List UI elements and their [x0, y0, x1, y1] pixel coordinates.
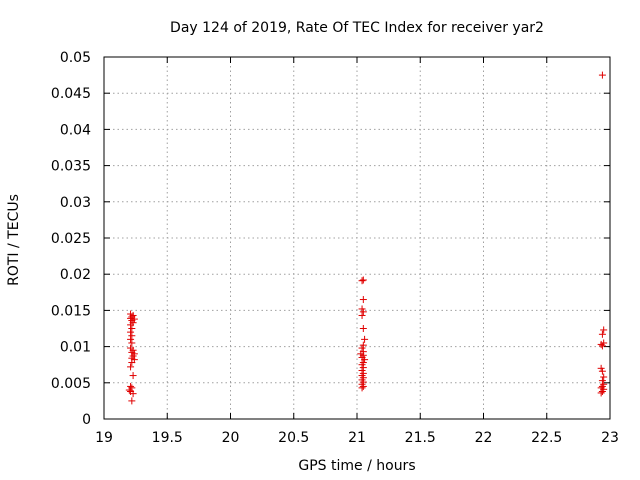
data-point	[359, 341, 367, 349]
x-tick-label: 20	[222, 430, 240, 446]
y-tick-label: 0.01	[60, 340, 91, 356]
data-point	[358, 384, 366, 392]
x-tick-label: 19.5	[152, 430, 183, 446]
data-point	[127, 328, 135, 336]
data-point	[128, 325, 136, 332]
data-point	[358, 277, 366, 285]
x-tick-label: 23	[601, 430, 619, 446]
data-points	[125, 71, 608, 405]
data-point	[597, 389, 605, 397]
x-tick-label: 21	[348, 430, 366, 446]
x-axis-label: GPS time / hours	[298, 458, 415, 474]
grid-lines	[104, 57, 610, 419]
data-point	[127, 363, 135, 371]
data-point	[359, 325, 367, 332]
y-axis-label: ROTI / TECUs	[6, 194, 22, 286]
data-point	[127, 321, 135, 329]
data-point	[361, 335, 369, 343]
y-tick-label: 0.005	[51, 376, 91, 392]
data-point	[598, 387, 606, 395]
data-point	[358, 311, 366, 319]
y-tick-labels: 0 0.005 0.01 0.015 0.02 0.025 0.03 0.035 0.04 0.0…	[51, 50, 91, 428]
x-tick-label: 22.5	[531, 430, 562, 446]
y-tick-label: 0.025	[51, 231, 91, 247]
data-point	[597, 364, 605, 372]
data-point	[598, 342, 606, 350]
data-point	[359, 308, 367, 316]
data-point	[127, 335, 135, 343]
data-point	[358, 305, 366, 313]
data-point	[597, 340, 605, 348]
y-tick-label: 0.015	[51, 303, 91, 319]
data-point	[361, 356, 369, 364]
y-tick-label: 0.04	[60, 122, 91, 138]
x-tick-label: 21.5	[405, 430, 436, 446]
x-tick-label: 19	[95, 430, 113, 446]
data-point	[600, 326, 608, 334]
x-tick-label: 20.5	[278, 430, 309, 446]
y-tick-label: 0.045	[51, 86, 91, 102]
y-tick-label: 0.03	[60, 195, 91, 211]
x-tick-labels: 19 19.5 20 20.5 21 21.5 22 22.5 23	[95, 430, 619, 446]
data-point	[598, 71, 606, 79]
data-point	[600, 373, 608, 381]
data-point	[128, 339, 136, 347]
data-point	[359, 276, 367, 284]
y-tick-label: 0.05	[60, 50, 91, 66]
data-point	[128, 397, 136, 405]
plot-frame	[103, 56, 611, 420]
y-tick-label: 0.02	[60, 267, 91, 283]
data-point	[129, 372, 137, 380]
y-tick-label: 0.035	[51, 159, 91, 175]
x-tick-label: 22	[475, 430, 493, 446]
chart-title: Day 124 of 2019, Rate Of TEC Index for r…	[170, 20, 544, 36]
data-point	[129, 390, 137, 398]
y-tick-label: 0	[82, 412, 91, 428]
data-point	[128, 359, 136, 367]
data-point	[598, 330, 606, 338]
data-point	[359, 382, 367, 390]
data-point	[359, 296, 367, 304]
data-point	[128, 332, 136, 340]
data-point	[358, 344, 366, 352]
data-point	[125, 386, 133, 394]
data-point	[598, 367, 606, 375]
